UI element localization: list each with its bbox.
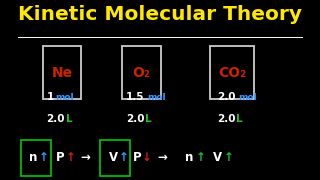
Bar [122,46,161,100]
Bar [100,140,130,176]
Text: ↓: ↓ [142,151,152,164]
Text: L: L [66,114,72,124]
Bar [43,46,81,100]
Text: mol: mol [238,93,257,102]
Text: ↑: ↑ [39,151,49,164]
Text: O₂: O₂ [132,66,150,80]
Text: V: V [212,151,222,164]
Text: →: → [80,151,90,164]
Text: 1.5: 1.5 [126,92,144,102]
Text: 2.0: 2.0 [217,114,235,124]
Text: Kinetic Molecular Theory: Kinetic Molecular Theory [18,5,302,24]
Text: L: L [236,114,243,124]
Bar [21,140,51,176]
Bar [211,46,254,100]
Text: V: V [109,151,118,164]
Text: mol: mol [55,93,74,102]
Text: Ne: Ne [52,66,73,80]
Text: mol: mol [148,93,166,102]
Text: P: P [56,151,65,164]
Text: ↑: ↑ [119,151,129,164]
Text: ↑: ↑ [196,151,206,164]
Text: 1: 1 [46,92,54,102]
Text: →: → [157,151,167,164]
Text: 2.0: 2.0 [126,114,144,124]
Text: 2.0: 2.0 [217,92,235,102]
Text: P: P [133,151,142,164]
Text: L: L [145,114,152,124]
Text: 2.0: 2.0 [46,114,65,124]
Text: n: n [29,151,37,164]
Text: ↑: ↑ [66,151,76,164]
Text: n: n [185,151,193,164]
Text: ↑: ↑ [223,151,233,164]
Text: CO₂: CO₂ [218,66,246,80]
